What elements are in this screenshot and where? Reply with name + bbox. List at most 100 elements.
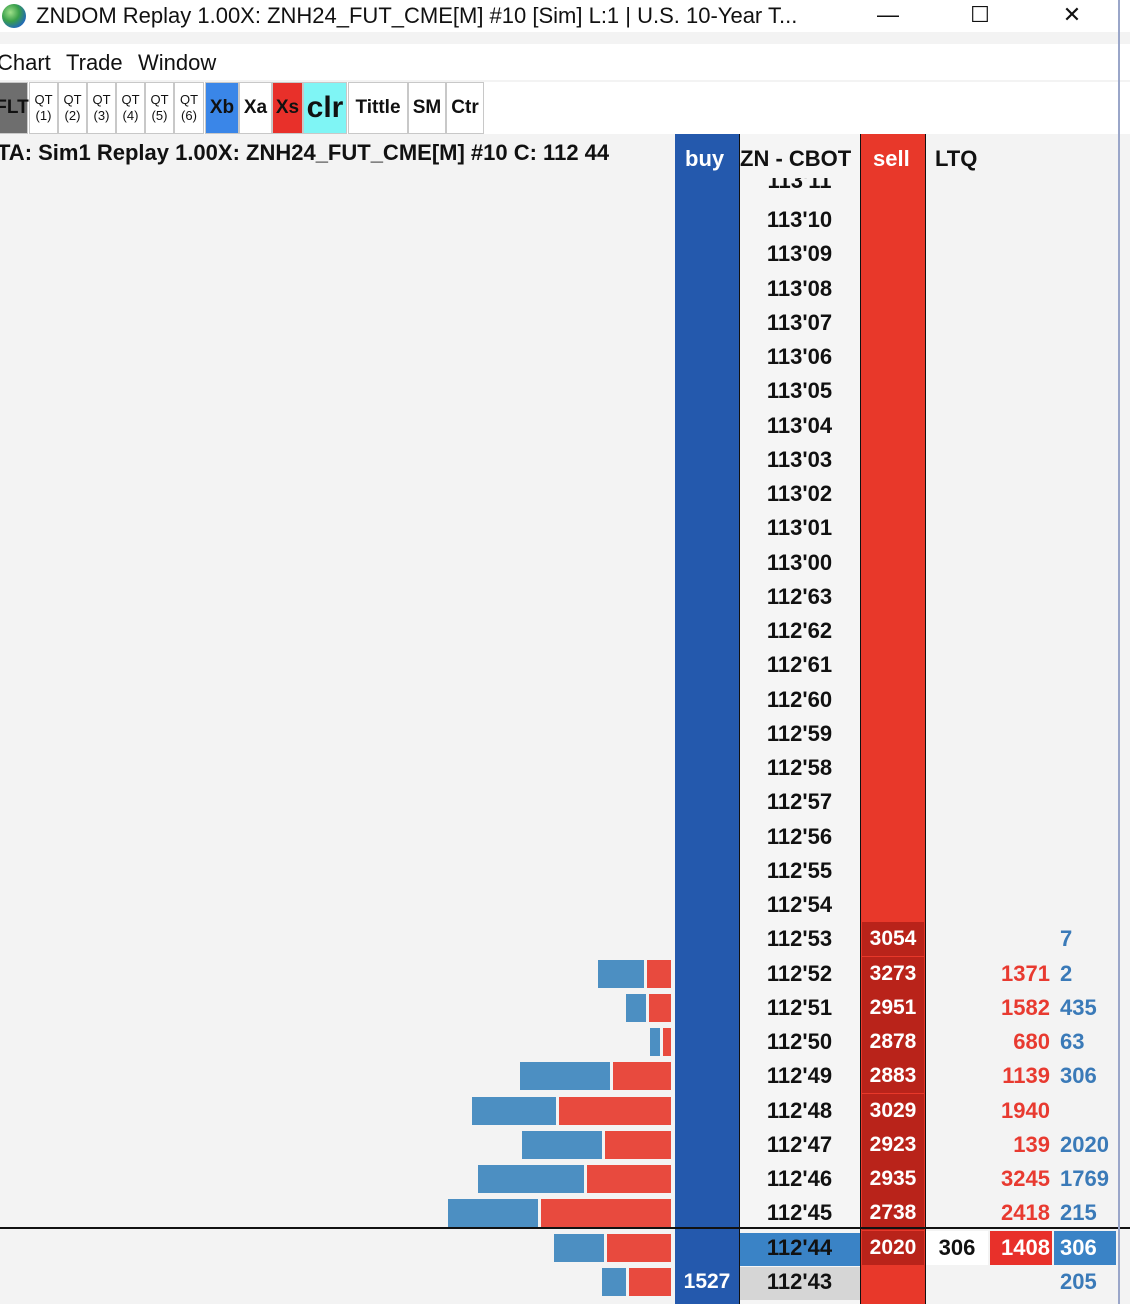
minimize-button[interactable]: — <box>877 2 899 27</box>
price-label[interactable]: 113'03 <box>766 447 833 472</box>
price-label[interactable]: 112'51 <box>766 995 833 1020</box>
qt5-button[interactable]: QT (5) <box>145 82 174 134</box>
volume-blue: 306 <box>1060 1063 1097 1088</box>
qt-index: (5) <box>151 108 168 123</box>
volume-red: 3245 <box>1001 1166 1050 1191</box>
xa-button[interactable]: Xa <box>239 82 272 134</box>
sell-size-cell[interactable]: 2020 <box>862 1231 924 1265</box>
price-label[interactable]: 113'01 <box>766 515 833 540</box>
volume-bar-red <box>663 1028 671 1056</box>
menu-window[interactable]: Window <box>138 50 217 75</box>
qt-index: (3) <box>93 108 110 123</box>
price-label[interactable]: 113'04 <box>766 413 833 438</box>
price-label[interactable]: 112'43 <box>766 1269 833 1294</box>
volume-blue: 205 <box>1060 1269 1097 1294</box>
xb-button[interactable]: Xb <box>205 82 239 134</box>
menu-trade[interactable]: Trade <box>66 50 123 75</box>
qt-label: QT <box>63 92 82 107</box>
volume-bar-blue <box>554 1234 604 1262</box>
price-label[interactable]: 113'05 <box>766 378 833 403</box>
qt2-button[interactable]: QT (2) <box>58 82 87 134</box>
maximize-button[interactable]: ☐ <box>970 2 990 27</box>
price-label[interactable]: 112'47 <box>766 1132 833 1157</box>
qt-index: (1) <box>35 108 52 123</box>
volume-blue: 215 <box>1060 1200 1097 1225</box>
volume-bar-red <box>649 994 671 1022</box>
sell-size-cell[interactable]: 3054 <box>862 922 924 956</box>
sell-size-cell[interactable]: 2738 <box>862 1196 924 1230</box>
ctr-button[interactable]: Ctr <box>446 82 484 134</box>
price-label[interactable]: 113'10 <box>766 207 833 232</box>
sell-size-cell[interactable]: 2923 <box>862 1128 924 1162</box>
qt6-button[interactable]: QT (6) <box>174 82 204 134</box>
sell-size-cell[interactable]: 2935 <box>862 1162 924 1196</box>
qt-label: QT <box>121 92 140 107</box>
price-label[interactable]: 112'61 <box>766 652 833 677</box>
price-column <box>739 134 860 1304</box>
volume-red: 680 <box>1013 1029 1050 1054</box>
buy-column[interactable] <box>675 134 739 1304</box>
clr-button[interactable]: clr <box>303 82 347 134</box>
volume-blue: 435 <box>1060 995 1097 1020</box>
close-button[interactable]: ✕ <box>1062 2 1082 27</box>
price-label[interactable]: 112'54 <box>766 892 833 917</box>
price-label[interactable]: 112'57 <box>766 789 833 814</box>
price-label[interactable]: 112'59 <box>766 721 833 746</box>
qt-index: (6) <box>181 108 197 123</box>
price-label[interactable]: 112'58 <box>766 755 833 780</box>
volume-red: 1582 <box>1001 995 1050 1020</box>
volume-bar-blue <box>520 1062 610 1090</box>
qt-label: QT <box>34 92 53 107</box>
price-label[interactable]: 113'08 <box>766 276 833 301</box>
price-label[interactable]: 112'44 <box>766 1235 833 1260</box>
qt1-button[interactable]: QT (1) <box>29 82 58 134</box>
qt-index: (2) <box>64 108 81 123</box>
price-label[interactable]: 112'56 <box>766 824 833 849</box>
current-price-line <box>0 1227 1130 1229</box>
column-divider <box>739 134 740 1304</box>
price-label[interactable]: 112'50 <box>766 1029 833 1054</box>
flt-button[interactable]: FLT <box>0 82 29 134</box>
column-divider <box>925 134 926 1304</box>
sell-size-cell[interactable]: 3029 <box>862 1094 924 1128</box>
sm-button[interactable]: SM <box>408 82 446 134</box>
price-label[interactable]: 112'62 <box>766 618 833 643</box>
qt-label: QT <box>150 92 169 107</box>
price-label[interactable]: 113'07 <box>766 310 833 335</box>
price-label[interactable]: 113'02 <box>766 481 833 506</box>
price-header: ZN - CBOT <box>740 146 852 171</box>
xs-button[interactable]: Xs <box>272 82 303 134</box>
volume-red: 139 <box>1013 1132 1050 1157</box>
volume-red: 1371 <box>1001 961 1050 986</box>
price-label[interactable]: 112'46 <box>766 1166 833 1191</box>
sell-size-cell[interactable]: 2883 <box>862 1059 924 1093</box>
price-label[interactable]: 112'48 <box>766 1098 833 1123</box>
price-label[interactable]: 112'63 <box>766 584 833 609</box>
price-label[interactable]: 112'60 <box>766 687 833 712</box>
tittle-button[interactable]: Tittle <box>348 82 408 134</box>
price-label[interactable]: 112'52 <box>766 961 833 986</box>
volume-bar-red <box>605 1131 671 1159</box>
volume-bar-blue <box>650 1028 660 1056</box>
window-title: ZNDOM Replay 1.00X: ZNH24_FUT_CME[M] #10… <box>36 3 798 28</box>
buy-size-cell[interactable]: 1527 <box>683 1270 731 1293</box>
volume-blue: 63 <box>1060 1029 1085 1054</box>
price-label[interactable]: 113'09 <box>766 241 833 266</box>
qt4-button[interactable]: QT (4) <box>116 82 145 134</box>
price-label[interactable]: 112'55 <box>766 858 833 883</box>
price-label[interactable]: 112'53 <box>766 926 833 951</box>
menu-chart[interactable]: Chart <box>0 50 51 75</box>
column-divider <box>860 134 861 1304</box>
sell-size-cell[interactable]: 3273 <box>862 957 924 991</box>
toolbar: FLT QT (1) QT (2) QT (3) QT (4) QT (5) QT (6) … <box>0 82 1130 134</box>
price-label[interactable]: 112'49 <box>766 1063 833 1088</box>
sell-size-cell[interactable]: 2878 <box>862 1025 924 1059</box>
price-label[interactable]: 112'45 <box>766 1200 833 1225</box>
price-label[interactable]: 113'06 <box>766 344 833 369</box>
qt-index: (4) <box>122 108 139 123</box>
qt3-button[interactable]: QT (3) <box>87 82 116 134</box>
current-price-highlight <box>740 1233 860 1266</box>
sell-size-cell[interactable]: 2951 <box>862 991 924 1025</box>
price-label[interactable]: 113'00 <box>766 550 833 575</box>
buy-header: buy <box>685 146 725 171</box>
